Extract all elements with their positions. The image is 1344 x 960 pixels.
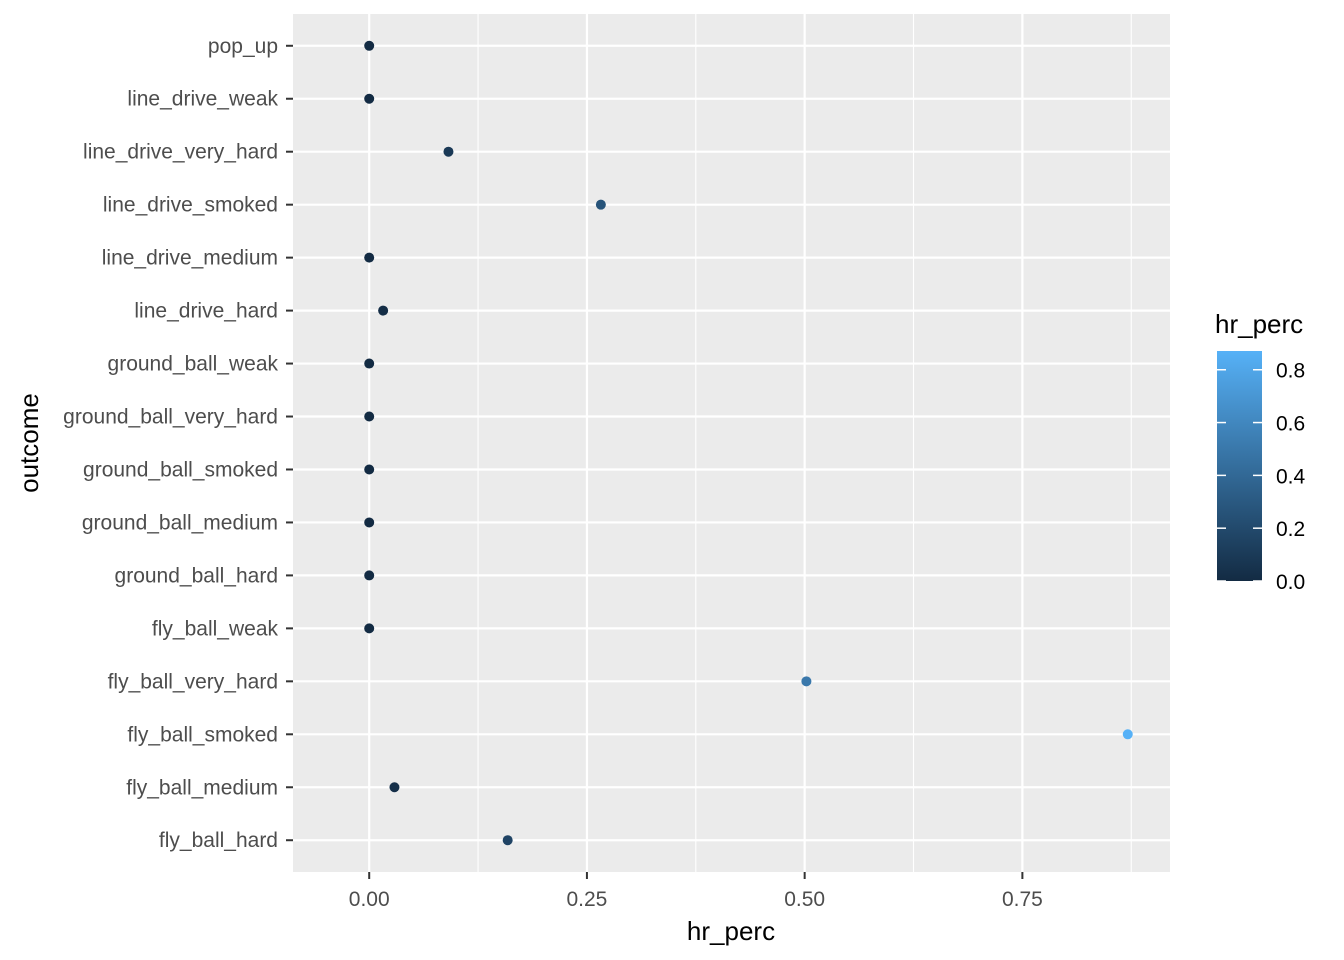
- x-axis: 0.00 0.25 0.50 0.75: [349, 872, 1043, 911]
- y-tick-label: line_drive_smoked: [103, 194, 278, 217]
- grid-lines: [293, 14, 1170, 872]
- legend-colorbar: [1217, 351, 1262, 581]
- data-points: [364, 40, 1133, 846]
- y-tick-label: fly_ball_hard: [159, 829, 278, 852]
- data-point: [364, 517, 375, 528]
- x-tick-label: 0.00: [349, 888, 390, 911]
- data-point: [364, 623, 375, 634]
- data-point: [443, 146, 454, 157]
- y-tick-label: line_drive_medium: [102, 247, 278, 270]
- y-axis: fly_ball_hard fly_ball_medium fly_ball_smo…: [63, 35, 293, 852]
- y-tick-label: fly_ball_smoked: [127, 723, 278, 746]
- data-point: [364, 358, 375, 369]
- data-point: [364, 570, 375, 581]
- data-point: [595, 199, 606, 210]
- legend-tick-label: 0.8: [1276, 360, 1305, 383]
- data-point: [502, 835, 513, 846]
- data-point: [378, 305, 389, 316]
- y-tick-label: ground_ball_weak: [108, 353, 279, 376]
- y-tick-label: fly_ball_weak: [152, 617, 279, 640]
- legend-ticks: 0.0 0.2 0.4 0.6 0.8: [1217, 360, 1306, 594]
- legend-tick-label: 0.0: [1276, 571, 1305, 594]
- y-tick-label: line_drive_hard: [134, 300, 278, 323]
- plot-panel: [293, 14, 1170, 872]
- y-tick-label: fly_ball_medium: [126, 776, 278, 799]
- data-point: [389, 782, 400, 793]
- data-point: [801, 676, 812, 687]
- legend-tick-label: 0.6: [1276, 413, 1305, 436]
- y-axis-title: outcome: [14, 393, 44, 493]
- legend-title: hr_perc: [1215, 309, 1303, 339]
- data-point: [364, 464, 375, 475]
- x-axis-title: hr_perc: [687, 916, 775, 946]
- y-tick-label: pop_up: [208, 35, 278, 58]
- y-tick-label: fly_ball_very_hard: [108, 670, 278, 693]
- y-tick-label: line_drive_weak: [127, 88, 278, 111]
- x-tick-label: 0.25: [566, 888, 607, 911]
- data-point: [364, 40, 375, 51]
- x-tick-label: 0.75: [1002, 888, 1043, 911]
- data-point: [364, 93, 375, 104]
- legend-tick-label: 0.2: [1276, 518, 1305, 541]
- data-point: [364, 252, 375, 263]
- legend-tick-label: 0.4: [1276, 465, 1306, 488]
- legend: hr_perc 0.0 0.2 0.4 0.6 0.8: [1215, 309, 1306, 594]
- data-point: [364, 411, 375, 422]
- y-tick-label: ground_ball_medium: [82, 511, 278, 534]
- y-tick-label: ground_ball_smoked: [83, 458, 278, 481]
- y-tick-label: ground_ball_hard: [115, 564, 278, 587]
- y-tick-label: line_drive_very_hard: [83, 141, 278, 164]
- y-tick-label: ground_ball_very_hard: [63, 406, 278, 429]
- data-point: [1122, 729, 1133, 740]
- x-tick-label: 0.50: [784, 888, 825, 911]
